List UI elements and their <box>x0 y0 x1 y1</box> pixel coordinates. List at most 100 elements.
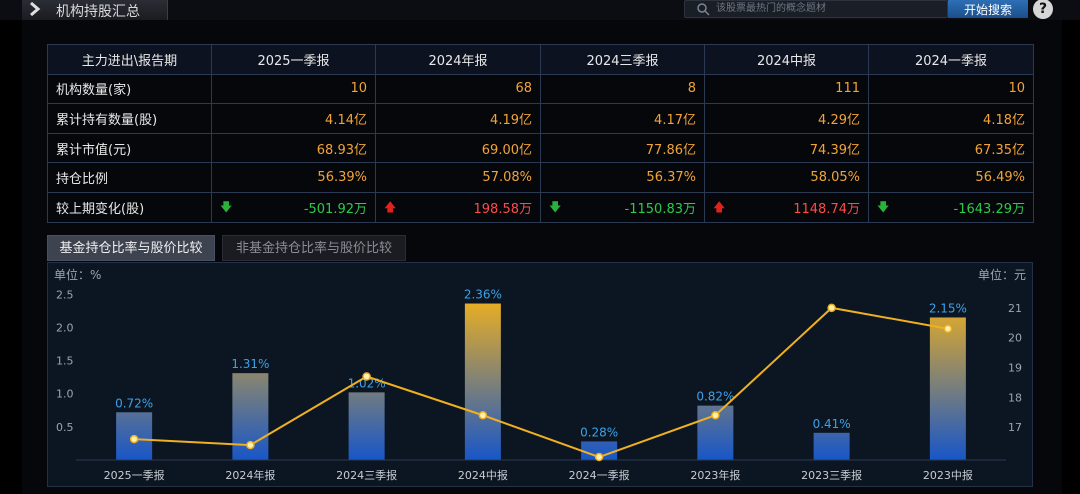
table-cell: 74.39亿 <box>704 132 869 164</box>
change-value: -1150.83万 <box>624 201 696 217</box>
chart-bar <box>348 392 385 460</box>
table-cell: 67.35亿 <box>868 132 1034 164</box>
table-header-row: 主力进出\报告期 2025一季报 2024年报 2024三季报 2024中报 2… <box>47 44 1034 75</box>
table-cell: 111 <box>704 73 869 105</box>
bar-data-label: 2.36% <box>464 288 502 302</box>
table-cell: 56.39% <box>211 162 376 193</box>
table-cell: 4.17亿 <box>540 103 705 134</box>
left-axis-tick-label: 2.0 <box>56 321 74 334</box>
price-point <box>827 303 836 313</box>
price-line <box>134 306 949 459</box>
price-point <box>711 411 720 420</box>
chevron-right-icon <box>30 1 41 17</box>
right-axis-tick-label: 20 <box>1008 332 1022 345</box>
table-cell: 77.86亿 <box>540 132 705 164</box>
table-row: 累计持有数量(股) 4.14亿 4.19亿 4.17亿 4.29亿 4.18亿 <box>47 103 1034 134</box>
chart-canvas: 0.51.01.52.02.517181920210.72%1.31%1.02%… <box>56 288 1022 482</box>
price-point <box>129 434 139 444</box>
tab-fund-holding[interactable]: 基金持仓比率与股价比较 <box>47 235 215 261</box>
left-axis-tick-label: 1.0 <box>56 388 74 401</box>
row-label: 持仓比例 <box>47 162 212 193</box>
right-axis-tick-label: 18 <box>1008 391 1022 404</box>
table-cell: 10 <box>868 73 1034 105</box>
table-header-cell[interactable]: 2024中报 <box>704 44 869 75</box>
panel-title-tab[interactable]: 机构持股汇总 <box>22 0 168 20</box>
x-axis-tick-label: 2023年报 <box>690 468 740 482</box>
x-axis-tick-label: 2024年报 <box>225 468 275 482</box>
table-header-cell[interactable]: 2024一季报 <box>868 44 1034 75</box>
left-axis-tick-label: 2.5 <box>56 288 74 301</box>
table-cell: 🡇 -501.92万 <box>211 191 376 223</box>
bar-data-label: 0.82% <box>696 390 734 404</box>
search-button[interactable]: 开始搜索 <box>948 0 1028 18</box>
change-value: 1148.74万 <box>793 201 860 217</box>
table-cell: 68.93亿 <box>211 132 376 164</box>
table-cell: 56.37% <box>540 162 705 193</box>
arrow-up-icon: 🡅 <box>713 199 726 214</box>
tab-non-fund-holding[interactable]: 非基金持仓比率与股价比较 <box>222 235 406 261</box>
price-point <box>246 440 255 450</box>
left-axis-unit: 单位：% <box>54 268 102 282</box>
search-input[interactable] <box>716 0 944 17</box>
table-cell: 🡇 -1643.29万 <box>868 191 1034 223</box>
chart-bar <box>464 303 501 460</box>
table-cell: 4.29亿 <box>704 103 869 134</box>
price-point <box>943 324 953 333</box>
holding-price-chart: 0.5 1.0 1.5 2.0 2.5 17 18 19 20 21 0.72% 1.31% 1.02%… <box>47 262 1033 487</box>
price-point <box>362 372 371 381</box>
bar-data-label: 0.28% <box>580 425 618 439</box>
table-row: 持仓比例 56.39% 57.08% 56.37% 58.05% 56.49% <box>47 162 1034 193</box>
left-axis-tick-label: 1.5 <box>56 355 74 368</box>
price-point <box>594 452 604 462</box>
table-row: 机构数量(家) 10 68 8 111 10 <box>47 73 1034 105</box>
chart-bar <box>581 441 618 460</box>
row-label: 较上期变化(股) <box>47 191 212 223</box>
table-header-cell: 主力进出\报告期 <box>47 44 212 75</box>
table-header-cell[interactable]: 2025一季报 <box>211 44 376 75</box>
arrow-down-icon: 🡇 <box>220 199 233 214</box>
table-cell: 🡅 1148.74万 <box>704 191 869 223</box>
chart-bar <box>929 317 966 460</box>
chart-bar <box>813 432 850 460</box>
x-axis-tick-label: 2024一季报 <box>569 468 630 482</box>
search-icon <box>697 3 710 16</box>
change-value: -1643.29万 <box>953 201 1025 217</box>
row-label: 机构数量(家) <box>47 73 212 105</box>
table-cell: 4.18亿 <box>868 103 1034 134</box>
right-axis-tick-label: 19 <box>1008 362 1022 375</box>
x-axis-tick-label: 2023三季报 <box>801 468 862 482</box>
row-label: 累计持有数量(股) <box>47 103 212 134</box>
panel-title: 机构持股汇总 <box>56 4 140 20</box>
x-axis-tick-label: 2025一季报 <box>104 468 165 482</box>
x-axis-tick-label: 2023中报 <box>923 468 973 482</box>
right-axis-tick-label: 21 <box>1008 302 1022 315</box>
table-cell: 69.00亿 <box>375 132 541 164</box>
x-axis-tick-label: 2024三季报 <box>336 468 397 482</box>
table-cell: 🡇 -1150.83万 <box>540 191 705 223</box>
change-value: -501.92万 <box>303 201 367 217</box>
arrow-down-icon: 🡇 <box>877 199 890 214</box>
price-point <box>478 411 488 420</box>
table-cell: 🡅 198.58万 <box>375 191 541 223</box>
table-cell: 10 <box>211 73 376 105</box>
bar-data-label: 1.31% <box>231 357 269 371</box>
table-row: 较上期变化(股) 🡇 -501.92万 🡅 198.58万 🡇 -1150.83万 🡅… <box>47 191 1034 223</box>
table-cell: 56.49% <box>868 162 1034 193</box>
bar-data-label: 0.41% <box>813 417 851 431</box>
help-icon[interactable]: ? <box>1033 0 1053 19</box>
table-cell: 4.14亿 <box>211 103 376 134</box>
left-axis-tick-label: 0.5 <box>56 421 74 434</box>
table-header-cell[interactable]: 2024年报 <box>375 44 541 75</box>
table-cell: 4.19亿 <box>375 103 541 134</box>
row-label: 累计市值(元) <box>47 132 212 164</box>
holdings-summary-table: 主力进出\报告期 2025一季报 2024年报 2024三季报 2024中报 2… <box>47 44 1034 223</box>
table-cell: 57.08% <box>375 162 541 193</box>
x-axis-tick-label: 2024中报 <box>458 468 508 482</box>
bar-data-label: 2.15% <box>929 301 967 315</box>
table-header-cell[interactable]: 2024三季报 <box>540 44 705 75</box>
table-cell: 58.05% <box>704 162 869 193</box>
table-cell: 8 <box>540 73 705 105</box>
right-axis-unit: 单位：元 <box>977 268 1026 282</box>
table-row: 累计市值(元) 68.93亿 69.00亿 77.86亿 74.39亿 67.3… <box>47 132 1034 164</box>
table-cell: 68 <box>375 73 541 105</box>
